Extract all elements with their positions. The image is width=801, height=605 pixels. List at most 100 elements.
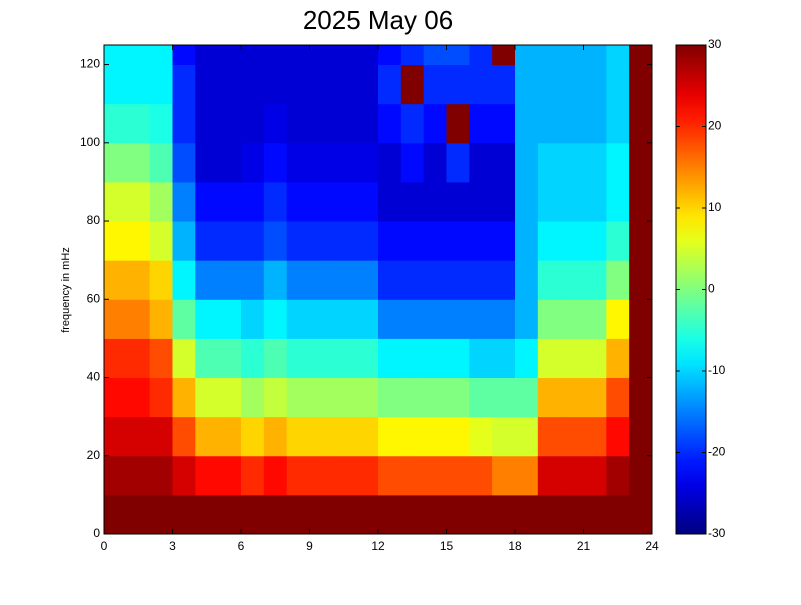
heatmap-cell bbox=[446, 221, 470, 261]
colorbar bbox=[675, 44, 707, 535]
heatmap-cell bbox=[606, 494, 630, 535]
heatmap-cell bbox=[400, 260, 425, 300]
heatmap-cell bbox=[606, 260, 630, 300]
heatmap-cell bbox=[629, 142, 653, 183]
y-tick-label: 120 bbox=[80, 57, 100, 71]
heatmap-cell bbox=[560, 103, 584, 144]
heatmap-cell bbox=[241, 45, 265, 66]
heatmap-cell bbox=[469, 455, 493, 496]
heatmap-cell bbox=[218, 181, 242, 222]
heatmap-cell bbox=[469, 142, 493, 183]
heatmap-cell bbox=[263, 64, 288, 105]
chart-title: 2025 May 06 bbox=[303, 5, 453, 35]
heatmap-cell bbox=[606, 299, 630, 339]
heatmap-cell bbox=[606, 455, 630, 496]
heatmap-cell bbox=[378, 416, 402, 457]
heatmap-cell bbox=[126, 494, 151, 535]
heatmap-cell bbox=[423, 494, 447, 535]
heatmap-cell bbox=[583, 338, 607, 379]
heatmap-cell bbox=[629, 103, 653, 144]
heatmap-cell bbox=[241, 299, 265, 339]
heatmap-cell bbox=[537, 142, 562, 183]
heatmap-cell bbox=[629, 221, 653, 261]
heatmap-cell bbox=[126, 221, 151, 261]
heatmap-cell bbox=[378, 64, 402, 105]
x-tick-label: 0 bbox=[101, 539, 108, 553]
heatmap-cell bbox=[492, 103, 516, 144]
heatmap-cell bbox=[332, 142, 356, 183]
heatmap-cell bbox=[195, 260, 219, 300]
heatmap-cell bbox=[446, 260, 470, 300]
heatmap-cell bbox=[400, 455, 425, 496]
x-tick-label: 6 bbox=[238, 539, 245, 553]
heatmap-cell bbox=[560, 494, 584, 535]
heatmap-cell bbox=[195, 45, 219, 66]
heatmap-cell bbox=[126, 338, 151, 379]
heatmap-cell bbox=[492, 64, 516, 105]
heatmap-cell bbox=[606, 338, 630, 379]
colorbar-tick-label: 30 bbox=[708, 37, 722, 51]
heatmap-cell bbox=[149, 221, 173, 261]
heatmap-cell bbox=[469, 45, 493, 66]
heatmap-cell bbox=[446, 45, 470, 66]
heatmap-cell bbox=[583, 64, 607, 105]
heatmap-cell bbox=[423, 142, 447, 183]
heatmap-cell bbox=[423, 45, 447, 66]
heatmap-cell bbox=[378, 455, 402, 496]
heatmap-cell bbox=[606, 416, 630, 457]
heatmap-cell bbox=[469, 181, 493, 222]
heatmap-cell bbox=[492, 494, 516, 535]
heatmap-cell bbox=[583, 299, 607, 339]
heatmap-cell bbox=[629, 45, 653, 66]
heatmap-cell bbox=[492, 455, 516, 496]
heatmap-cell bbox=[104, 181, 128, 222]
heatmap-cell bbox=[515, 64, 539, 105]
heatmap-cell bbox=[149, 181, 173, 222]
heatmap-cell bbox=[355, 64, 379, 105]
heatmap-cell bbox=[423, 181, 447, 222]
x-tick-label: 3 bbox=[169, 539, 176, 553]
y-axis-label: frequency in mHz bbox=[60, 247, 72, 333]
heatmap-cell bbox=[378, 45, 402, 66]
heatmap-cell bbox=[104, 64, 128, 105]
heatmap-cell bbox=[355, 416, 379, 457]
heatmap-cell bbox=[263, 181, 288, 222]
heatmap-cell bbox=[629, 494, 653, 535]
heatmap-cell bbox=[355, 260, 379, 300]
heatmap-cell bbox=[286, 455, 310, 496]
heatmap-cell bbox=[195, 142, 219, 183]
heatmap-cell bbox=[172, 45, 196, 66]
heatmap-cell bbox=[104, 377, 128, 418]
heatmap-cell bbox=[560, 64, 584, 105]
heatmap-cell bbox=[218, 260, 242, 300]
heatmap-cell bbox=[583, 455, 607, 496]
heatmap-cell bbox=[400, 45, 425, 66]
heatmap-cell bbox=[286, 494, 310, 535]
heatmap-cell bbox=[126, 416, 151, 457]
heatmap-cell bbox=[218, 455, 242, 496]
heatmap-cell bbox=[263, 299, 288, 339]
heatmap-cell bbox=[104, 45, 128, 66]
heatmap-cell bbox=[332, 45, 356, 66]
heatmap-cell bbox=[355, 221, 379, 261]
heatmap-cell bbox=[537, 494, 562, 535]
heatmap-cell bbox=[560, 416, 584, 457]
heatmap-cell bbox=[400, 103, 425, 144]
heatmap-cell bbox=[218, 416, 242, 457]
heatmap-cell bbox=[195, 494, 219, 535]
heatmap-cell bbox=[537, 45, 562, 66]
y-tick-label: 80 bbox=[87, 213, 101, 227]
heatmap-cell bbox=[469, 377, 493, 418]
colorbar-tick-label: -10 bbox=[708, 363, 726, 377]
heatmap-cell bbox=[195, 103, 219, 144]
heatmap-cell bbox=[309, 260, 333, 300]
y-tick-label: 20 bbox=[87, 448, 101, 462]
heatmap-cell bbox=[515, 181, 539, 222]
heatmap-cell bbox=[263, 377, 288, 418]
heatmap-cell bbox=[400, 494, 425, 535]
heatmap-cell bbox=[104, 338, 128, 379]
heatmap-cell bbox=[172, 142, 196, 183]
heatmap-cell bbox=[629, 377, 653, 418]
heatmap-cell bbox=[400, 181, 425, 222]
heatmap-cell bbox=[446, 142, 470, 183]
